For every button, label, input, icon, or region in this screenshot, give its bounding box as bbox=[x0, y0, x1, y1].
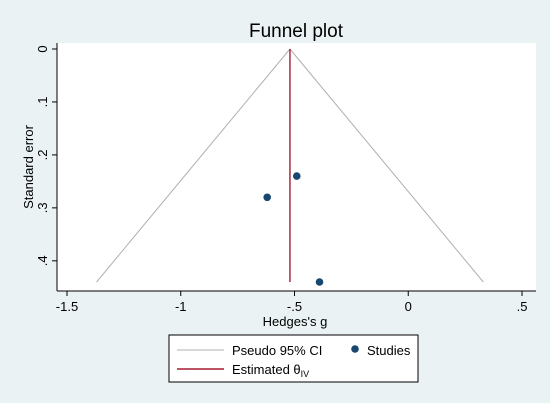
ci-right-line bbox=[289, 48, 484, 283]
pseudo-ci-funnel bbox=[96, 48, 484, 283]
legend-estimate-label: Estimated θIV bbox=[232, 362, 309, 379]
legend-studies-label: Studies bbox=[367, 343, 411, 358]
legend-ci-label: Pseudo 95% CI bbox=[232, 343, 322, 358]
x-tick-label: -1.5 bbox=[56, 299, 78, 314]
legend-estimate-subscript: IV bbox=[301, 369, 310, 379]
y-tick-label: 0 bbox=[35, 45, 50, 52]
x-tick-label: .5 bbox=[517, 299, 528, 314]
legend-estimate-text: Estimated θ bbox=[232, 362, 301, 377]
plot-area bbox=[57, 43, 536, 291]
y-axis-label: Standard error bbox=[21, 124, 36, 208]
x-tick-label: -.5 bbox=[287, 299, 302, 314]
y-tick-label: .3 bbox=[35, 202, 50, 213]
y-tick-label: .2 bbox=[35, 149, 50, 160]
study-point bbox=[263, 193, 272, 202]
ci-left-line bbox=[96, 48, 291, 283]
study-point bbox=[292, 172, 301, 180]
study-points bbox=[263, 172, 324, 286]
chart-title: Funnel plot bbox=[249, 21, 344, 42]
x-tick-label: -1 bbox=[175, 299, 187, 314]
legend-box bbox=[168, 334, 419, 383]
legend: Pseudo 95% CI Studies Estimated θIV bbox=[168, 334, 419, 383]
study-point bbox=[315, 278, 324, 286]
y-tick-label: .1 bbox=[35, 97, 50, 108]
y-axis-ticks: 0 .1 .2 .3 .4 bbox=[35, 45, 57, 266]
x-axis-ticks: -1.5 -1 -.5 0 .5 bbox=[56, 291, 528, 314]
x-tick-label: 0 bbox=[405, 299, 412, 314]
x-axis-label: Hedges's g bbox=[263, 314, 328, 329]
legend-studies-marker bbox=[351, 345, 359, 353]
y-tick-label: .4 bbox=[35, 255, 50, 266]
